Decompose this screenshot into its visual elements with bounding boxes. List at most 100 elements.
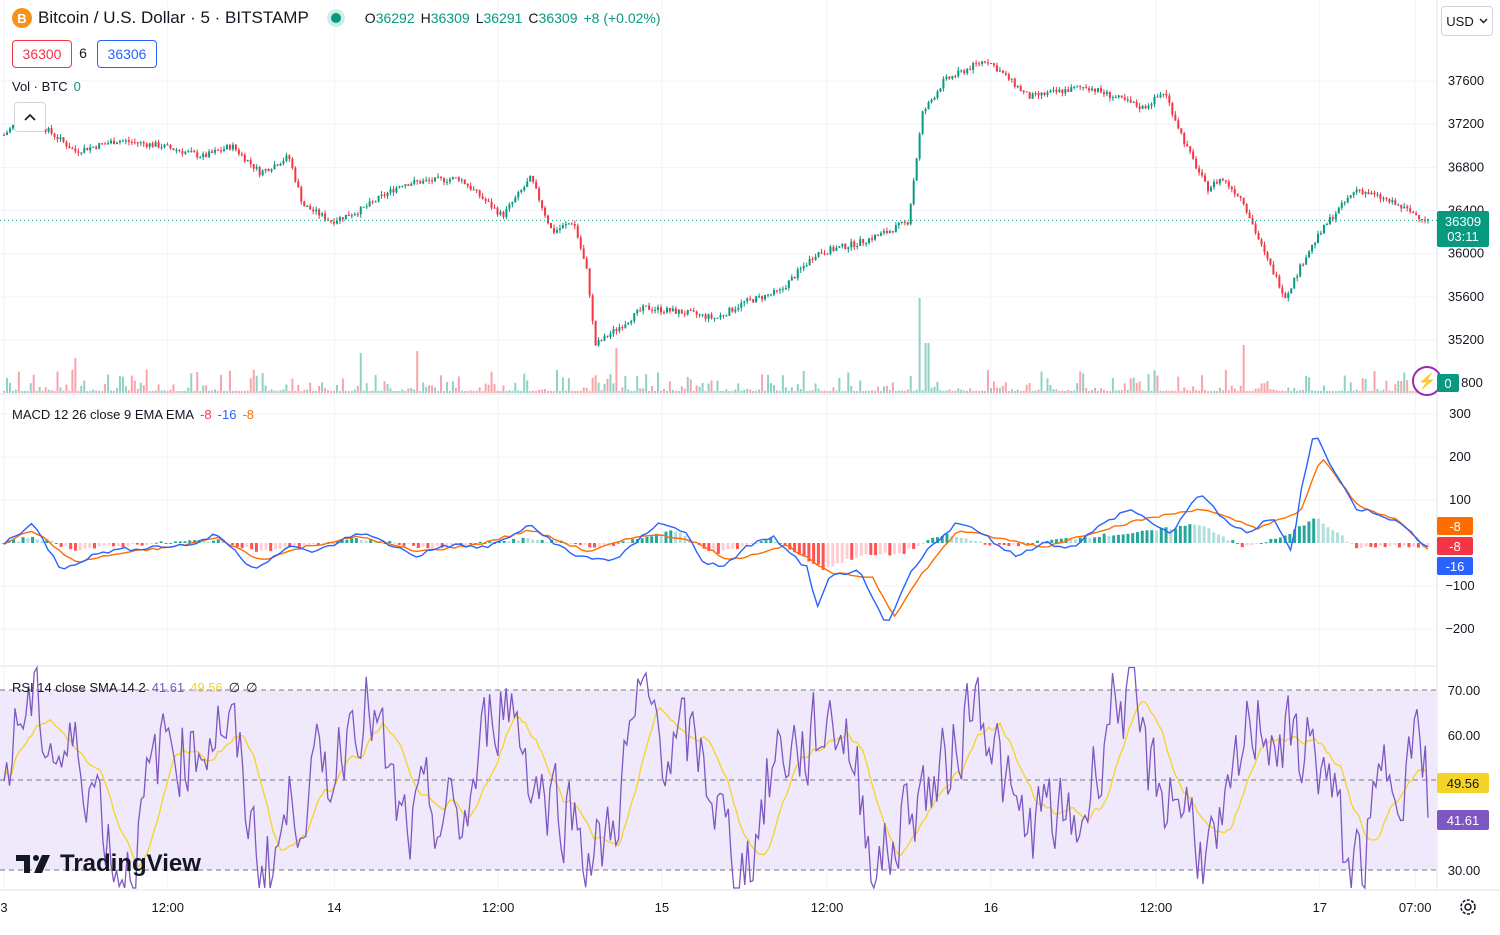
market-status-icon[interactable] xyxy=(330,13,341,23)
candle-body xyxy=(401,186,404,188)
candle-body xyxy=(303,201,306,207)
candle-body xyxy=(1019,86,1022,91)
candle-body xyxy=(541,200,544,208)
candle-body xyxy=(520,190,523,193)
volume-bar xyxy=(1290,390,1293,393)
candle-body xyxy=(764,294,767,300)
rsi-legend[interactable]: RSI 14 close SMA 14 2 41.61 49.56 ∅ ∅ xyxy=(12,680,257,696)
candle-body xyxy=(674,308,677,314)
macd-histogram-bar xyxy=(935,537,939,543)
volume-bar xyxy=(324,388,327,393)
candle-body xyxy=(65,141,68,147)
volume-legend[interactable]: Vol · BTC 0 xyxy=(12,79,81,94)
volume-bar xyxy=(110,390,113,393)
candle-body xyxy=(930,99,933,103)
volume-bar xyxy=(413,389,416,393)
volume-bar xyxy=(752,390,755,393)
candle-body xyxy=(240,154,243,156)
volume-bar xyxy=(184,390,187,393)
macd-histogram-bar xyxy=(78,543,82,551)
candle-body xyxy=(847,247,850,250)
time-axis-label: 15 xyxy=(655,900,669,915)
volume-bar xyxy=(532,390,535,393)
volume-bar xyxy=(1239,385,1242,393)
candle-body xyxy=(1061,89,1064,94)
rsi-label: RSI 14 close SMA 14 2 xyxy=(12,680,146,695)
candle-body xyxy=(95,146,98,149)
macd-legend[interactable]: MACD 12 26 close 9 EMA EMA -8 -16 -8 xyxy=(12,407,254,422)
volume-bar xyxy=(1052,389,1055,393)
candle-body xyxy=(918,133,921,159)
candle-body xyxy=(1278,276,1281,288)
buy-price-button[interactable]: 36306 xyxy=(97,40,157,68)
candle-body xyxy=(1076,86,1079,88)
volume-bar xyxy=(621,387,624,393)
candle-body xyxy=(612,329,615,334)
macd-histogram-bar xyxy=(740,543,744,547)
macd-histogram-bar xyxy=(874,543,878,556)
symbol-header[interactable]: B Bitcoin / U.S. Dollar · 5 · BITSTAMP O… xyxy=(12,8,661,28)
volume-bar xyxy=(1034,390,1037,393)
volume-bar xyxy=(166,390,169,393)
macd-axis-label: 100 xyxy=(1449,492,1471,507)
macd-axis-label: 300 xyxy=(1449,406,1471,421)
macd-histogram-bar xyxy=(407,543,411,544)
candle-body xyxy=(523,186,526,191)
macd-histogram-bar xyxy=(759,541,763,543)
volume-bar xyxy=(1287,387,1290,393)
macd-histogram-bar xyxy=(340,539,344,543)
symbol-title[interactable]: Bitcoin / U.S. Dollar · 5 · BITSTAMP xyxy=(38,8,309,27)
candle-body xyxy=(44,128,47,132)
candle-body xyxy=(478,190,481,197)
collapse-legend-button[interactable] xyxy=(14,102,46,132)
volume-bar xyxy=(1400,381,1403,393)
macd-histogram-bar xyxy=(26,538,30,543)
macd-histogram-bar xyxy=(1255,543,1259,544)
volume-bar xyxy=(725,389,728,393)
candle-body xyxy=(654,309,657,311)
candle-body xyxy=(359,207,362,215)
candle-body xyxy=(796,269,799,279)
macd-histogram-bar xyxy=(1312,518,1316,543)
candle-body xyxy=(1418,214,1421,219)
candle-body xyxy=(1272,264,1275,275)
volume-bar xyxy=(199,390,202,393)
candle-body xyxy=(148,143,151,147)
macd-histogram-bar xyxy=(864,543,868,555)
macd-histogram-bar xyxy=(150,543,154,544)
volume-bar xyxy=(1308,377,1311,393)
gear-icon[interactable] xyxy=(1458,897,1478,917)
candle-body xyxy=(725,315,728,317)
sell-price-button[interactable]: 36300 xyxy=(12,40,72,68)
candle-body xyxy=(166,144,169,146)
volume-bar xyxy=(606,378,609,393)
tradingview-logo[interactable]: TradingView xyxy=(16,850,201,878)
macd-histogram-bar xyxy=(1359,543,1363,548)
candle-body xyxy=(784,287,787,289)
macd-histogram-bar xyxy=(207,541,211,543)
volume-bar xyxy=(885,385,888,393)
currency-label: USD xyxy=(1446,13,1474,29)
volume-bar xyxy=(683,388,686,393)
candle-body xyxy=(442,178,445,183)
time-axis-label: 17 xyxy=(1313,900,1327,915)
candle-body xyxy=(104,143,107,145)
candle-body xyxy=(1224,180,1227,182)
currency-select[interactable]: USD xyxy=(1441,6,1493,36)
volume-bar xyxy=(448,390,451,393)
candle-body xyxy=(261,170,264,176)
candle-body xyxy=(885,231,888,233)
volume-bar xyxy=(1189,390,1192,393)
volume-bar xyxy=(431,385,434,393)
volume-bar xyxy=(508,390,511,393)
volume-bar xyxy=(261,373,264,393)
macd-histogram-bar xyxy=(1112,535,1116,543)
volume-bar xyxy=(811,390,814,393)
volume-bar xyxy=(371,390,374,393)
macd-histogram-bar xyxy=(588,543,592,548)
volume-bar xyxy=(642,388,645,393)
candle-body xyxy=(1322,224,1325,234)
candle-body xyxy=(915,158,918,181)
